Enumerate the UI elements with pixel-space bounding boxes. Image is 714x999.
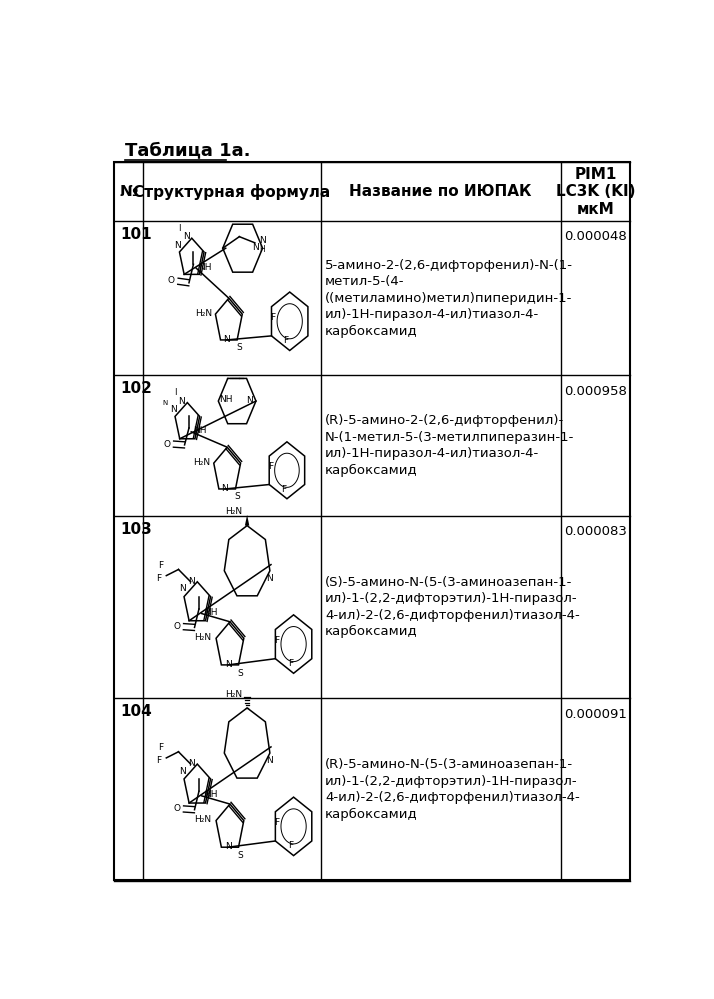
Text: H₂N: H₂N [193, 458, 210, 467]
Text: I: I [178, 225, 181, 234]
Text: N: N [259, 236, 266, 245]
Text: N: N [225, 659, 231, 668]
Text: F: F [156, 574, 161, 583]
Text: N: N [188, 759, 195, 768]
Text: 101: 101 [121, 227, 152, 242]
Text: H₂N: H₂N [194, 633, 211, 642]
Text: (R)-5-амино-2-(2,6-дифторфенил)-
N-(1-метил-5-(3-метилпиперазин-1-
ил)-1Н-пиразо: (R)-5-амино-2-(2,6-дифторфенил)- N-(1-ме… [325, 415, 575, 477]
Text: 104: 104 [121, 704, 153, 719]
Text: S: S [238, 851, 243, 860]
Text: NH: NH [204, 607, 218, 616]
Text: N: N [246, 396, 253, 405]
Text: F: F [158, 561, 163, 570]
Text: S: S [236, 343, 241, 352]
Text: H₂N: H₂N [194, 815, 211, 824]
Text: (S)-5-амино-N-(5-(3-аминоазепан-1-
ил)-1-(2,2-дифторэтил)-1Н-пиразол-
4-ил)-2-(2: (S)-5-амино-N-(5-(3-аминоазепан-1- ил)-1… [325, 575, 580, 638]
Text: F: F [281, 486, 286, 495]
Text: N: N [170, 405, 177, 414]
Text: N: N [221, 484, 228, 493]
Polygon shape [245, 514, 249, 525]
Text: Таблица 1а.: Таблица 1а. [125, 142, 251, 160]
Text: F: F [270, 313, 275, 322]
Text: S: S [234, 493, 240, 501]
Text: N: N [253, 243, 259, 252]
Text: S: S [238, 669, 243, 678]
Text: N: N [188, 576, 195, 585]
Text: F: F [156, 756, 161, 765]
Text: I: I [174, 388, 176, 397]
Text: N: N [266, 756, 273, 765]
Text: NH: NH [204, 790, 218, 799]
Text: 0.000083: 0.000083 [564, 525, 627, 538]
Text: PIM1
LC3K (KI)
мкМ: PIM1 LC3K (KI) мкМ [555, 167, 635, 217]
Text: N: N [174, 241, 181, 250]
Text: F: F [274, 635, 279, 644]
Text: F: F [268, 462, 273, 471]
Text: (R)-5-амино-N-(5-(3-аминоазепан-1-
ил)-1-(2,2-дифторэтил)-1Н-пиразол-
4-ил)-2-(2: (R)-5-амино-N-(5-(3-аминоазепан-1- ил)-1… [325, 758, 580, 821]
Text: F: F [288, 841, 293, 850]
Text: Название по ИЮПАК: Название по ИЮПАК [349, 184, 532, 199]
Text: 0.000958: 0.000958 [564, 385, 627, 398]
Text: N: N [266, 574, 273, 583]
Text: №: № [119, 184, 138, 199]
Text: H₂N: H₂N [225, 507, 242, 516]
Text: N: N [178, 397, 185, 406]
Text: 5-амино-2-(2,6-дифторфенил)-N-(1-
метил-5-(4-
((метиламино)метил)пиперидин-1-
ил: 5-амино-2-(2,6-дифторфенил)-N-(1- метил-… [325, 259, 573, 338]
Text: H₂N: H₂N [225, 689, 242, 698]
Text: O: O [164, 440, 171, 449]
Text: NH: NH [219, 395, 233, 404]
Text: N: N [223, 335, 230, 344]
Text: NH: NH [193, 426, 207, 435]
Text: O: O [168, 276, 175, 285]
Text: 0.000048: 0.000048 [564, 230, 627, 244]
Text: 103: 103 [121, 522, 153, 537]
Text: F: F [158, 743, 163, 752]
Text: F: F [288, 658, 293, 667]
Text: O: O [174, 804, 181, 813]
Text: 102: 102 [121, 382, 153, 397]
Text: O: O [174, 622, 181, 631]
Text: H: H [260, 245, 266, 254]
Text: 0.000091: 0.000091 [564, 707, 627, 720]
Text: N: N [163, 400, 168, 406]
Text: F: F [274, 818, 279, 827]
Text: N: N [179, 584, 186, 593]
Text: N: N [179, 767, 186, 776]
Text: Структурная формула: Структурная формула [133, 184, 331, 200]
Text: N: N [225, 842, 231, 851]
Text: F: F [283, 336, 288, 345]
Text: N: N [183, 232, 190, 241]
Text: H₂N: H₂N [195, 309, 212, 318]
Text: NH: NH [198, 263, 211, 272]
